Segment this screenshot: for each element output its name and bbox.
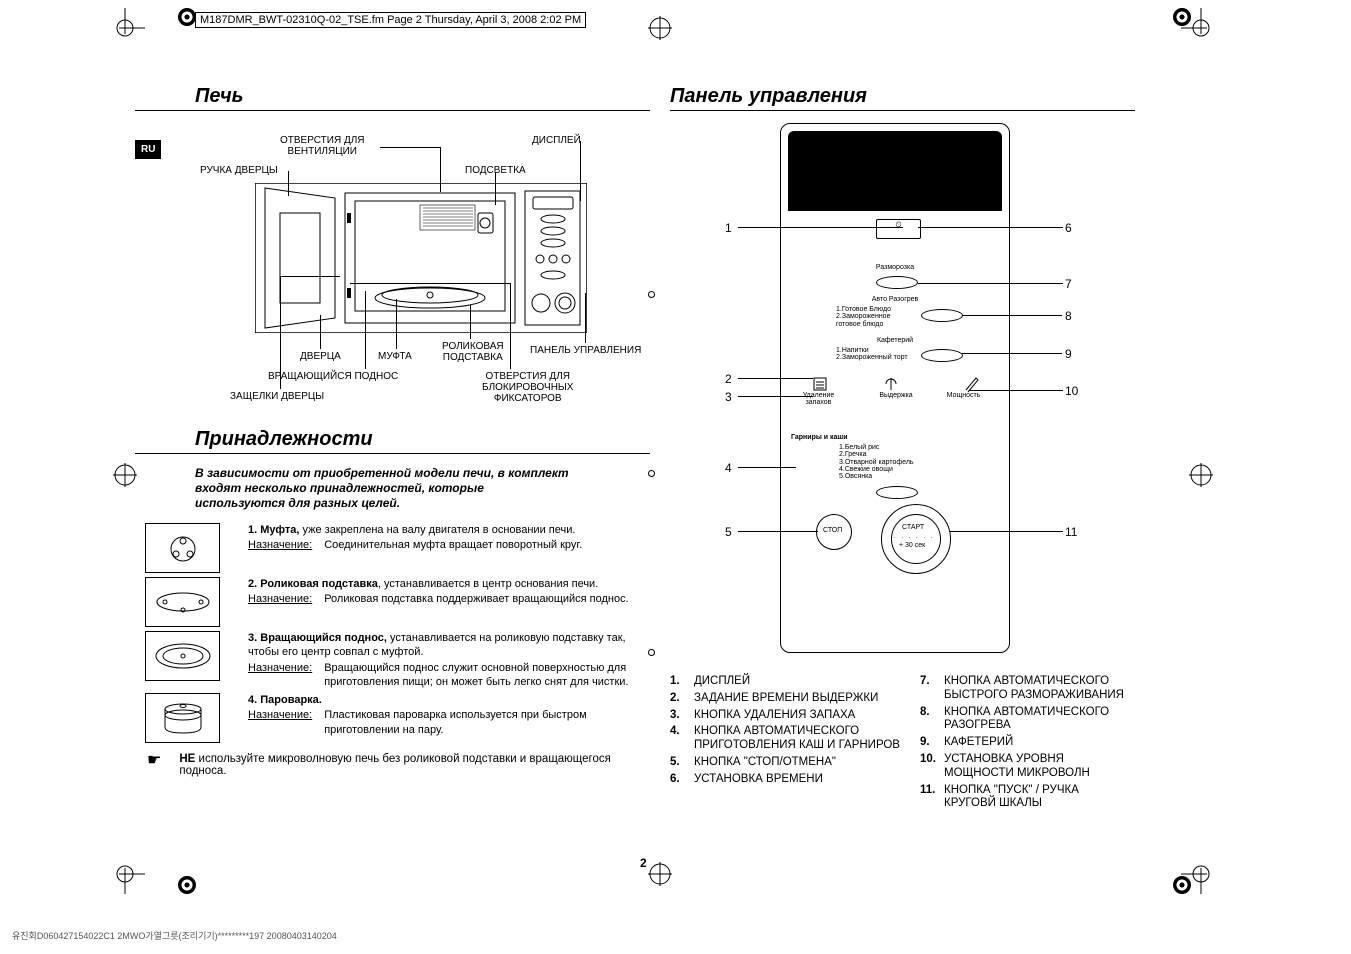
legend-item: 7.КНОПКА АВТОМАТИЧЕСКОГО БЫСТРОГО РАЗМОР…	[920, 675, 1130, 703]
panel-text: 1.Белый рис 2.Гречка 3.Отварной картофел…	[839, 444, 914, 481]
panel-legend: 1.ДИСПЛЕЙ 2.ЗАДАНИЕ ВРЕМЕНИ ВЫДЕРЖКИ 3.КНО…	[670, 675, 1135, 814]
label-lockholes: ОТВЕРСТИЯ ДЛЯ БЛОКИРОВОЧНЫХ ФИКСАТОРОВ	[482, 371, 573, 404]
accessory-text: 3. Вращающийся поднос, устанавливается н…	[248, 631, 650, 689]
panel-diagram: ⏲ Разморозка Авто Разогрев 1.Готовое Блю…	[670, 123, 1130, 663]
callout-num: 10	[1065, 384, 1078, 398]
label-handle: РУЧКА ДВЕРЦЫ	[200, 165, 278, 176]
legend-item: 10.УСТАНОВКА УРОВНЯ МОЩНОСТИ МИКРОВОЛН	[920, 753, 1130, 781]
reg-circle	[178, 8, 196, 26]
panel-display: ⏲	[876, 219, 921, 239]
reg-circle	[178, 876, 196, 894]
crop-mark	[1181, 455, 1221, 495]
label-tray: ВРАЩАЮЩИЙСЯ ПОДНОС	[268, 371, 398, 382]
callout-num: 7	[1065, 277, 1072, 291]
callout-num: 11	[1065, 525, 1077, 539]
accessory-image	[145, 577, 220, 627]
note-row: ☛ НЕ используйте микроволновую печь без …	[147, 753, 650, 777]
accessory-image	[145, 523, 220, 573]
panel-text: СТОП	[823, 527, 842, 534]
accessory-row: 1. Муфта, уже закреплена на валу двигате…	[145, 523, 650, 573]
accessories-intro: В зависимости от приобретенной модели пе…	[195, 466, 575, 511]
callout-num: 3	[725, 390, 732, 404]
section-title-oven: Печь	[135, 85, 650, 111]
crop-mark	[105, 8, 145, 48]
legend-item: 2.ЗАДАНИЕ ВРЕМЕНИ ВЫДЕРЖКИ	[670, 692, 900, 706]
panel-text: СТАРТ	[902, 524, 924, 531]
note-text: НЕ используйте микроволновую печь без ро…	[179, 753, 650, 777]
panel-text: Выдержка	[871, 392, 921, 399]
panel-text: 1.Напитки 2.Замороженный торт	[836, 347, 908, 362]
reg-circle	[1173, 876, 1191, 894]
legend-item: 6.УСТАНОВКА ВРЕМЕНИ	[670, 773, 900, 787]
callout-num: 8	[1065, 309, 1072, 323]
legend-item: 5.КНОПКА "СТОП/ОТМЕНА"	[670, 756, 900, 770]
oven-diagram: ОТВЕРСТИЯ ДЛЯ ВЕНТИЛЯЦИИ ДИСПЛЕЙ РУЧКА Д…	[190, 123, 650, 413]
accessory-image	[145, 631, 220, 681]
footer-code: 유진회D060427154022C1 2MWO가열그릇(조리기기)*******…	[12, 929, 337, 942]
callout-num: 5	[725, 525, 732, 539]
label-door: ДВЕРЦА	[300, 351, 341, 362]
lang-tag: RU	[135, 140, 161, 159]
callout-num: 4	[725, 461, 732, 475]
accessory-text: 4. Пароварка. Назначение: Пластиковая па…	[248, 693, 650, 743]
label-display: ДИСПЛЕЙ	[532, 135, 581, 146]
legend-item: 4.КНОПКА АВТОМАТИЧЕСКОГО ПРИГОТОВЛЕНИЯ К…	[670, 725, 900, 753]
reg-circle	[1173, 8, 1191, 26]
label-vent: ОТВЕРСТИЯ ДЛЯ ВЕНТИЛЯЦИИ	[280, 135, 365, 157]
label-latch: ЗАЩЕЛКИ ДВЕРЦЫ	[230, 391, 324, 402]
panel-text: Разморозка	[781, 264, 1009, 271]
panel-text: Удаление запахов	[791, 392, 846, 407]
pointer-icon: ☛	[147, 753, 161, 777]
accessory-text: 2. Роликовая подставка, устанавливается …	[248, 577, 650, 627]
section-title-panel: Панель управления	[670, 85, 1135, 111]
legend-item: 3.КНОПКА УДАЛЕНИЯ ЗАПАХА	[670, 709, 900, 723]
accessory-image	[145, 693, 220, 743]
panel-text: Гарниры и каши	[791, 434, 848, 441]
panel-text: + 30 сек	[899, 542, 925, 549]
callout-num: 9	[1065, 347, 1072, 361]
accessory-row: 2. Роликовая подставка, устанавливается …	[145, 577, 650, 627]
panel-text: Мощность	[936, 392, 991, 399]
panel-text: Кафетерий	[781, 337, 1009, 344]
legend-item: 8.КНОПКА АВТОМАТИЧЕСКОГО РАЗОГРЕВА	[920, 706, 1130, 734]
callout-num: 6	[1065, 221, 1072, 235]
panel-text: Авто Разогрев	[781, 296, 1009, 303]
accessory-text: 1. Муфта, уже закреплена на валу двигате…	[248, 523, 650, 573]
callout-num: 1	[725, 221, 732, 235]
legend-item: 1.ДИСПЛЕЙ	[670, 675, 900, 689]
section-title-accessories: Принадлежности	[135, 428, 650, 454]
callout-num: 2	[725, 372, 732, 386]
crop-mark	[640, 8, 680, 48]
label-control: ПАНЕЛЬ УПРАВЛЕНИЯ	[530, 345, 641, 356]
label-roller: РОЛИКОВАЯ ПОДСТАВКА	[442, 341, 504, 363]
page-number: 2	[640, 856, 647, 870]
legend-item: 9.КАФЕТЕРИЙ	[920, 736, 1130, 750]
accessory-row: 4. Пароварка. Назначение: Пластиковая па…	[145, 693, 650, 743]
label-coupler: МУФТА	[378, 351, 412, 362]
page-header: M187DMR_BWT-02310Q-02_TSE.fm Page 2 Thur…	[195, 12, 586, 28]
panel-text: 1.Готовое Блюдо 2.Замороженное готовое б…	[836, 306, 891, 328]
accessory-row: 3. Вращающийся поднос, устанавливается н…	[145, 631, 650, 689]
legend-item: 11.КНОПКА "ПУСК" / РУЧКА КРУГОВЙ ШКАЛЫ	[920, 784, 1130, 812]
crop-mark	[105, 854, 145, 894]
